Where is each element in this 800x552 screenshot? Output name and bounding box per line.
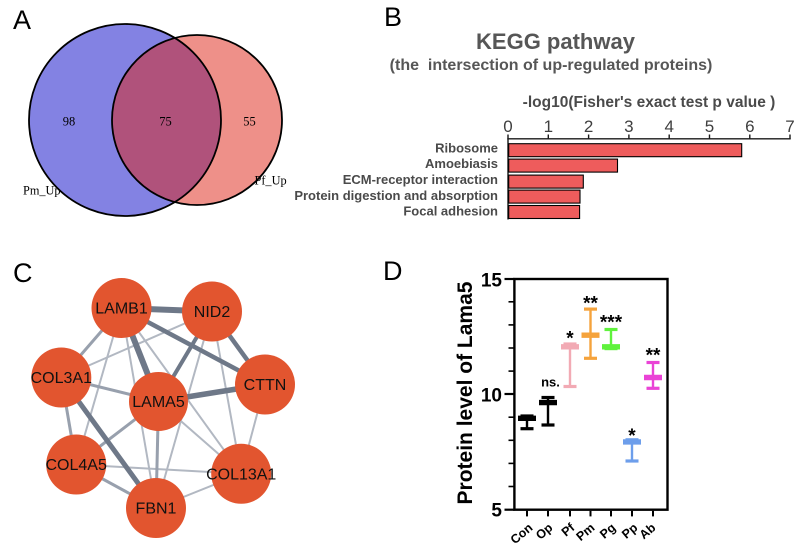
svg-text:D: D	[383, 256, 403, 286]
svg-text:Protein digestion and absorpti: Protein digestion and absorption	[294, 188, 498, 203]
svg-text:Focal adhesion: Focal adhesion	[403, 204, 498, 219]
svg-text:KEGG pathway: KEGG pathway	[476, 29, 636, 54]
svg-text:**: **	[646, 345, 661, 366]
svg-text:LAMB1: LAMB1	[95, 301, 148, 318]
svg-text:*: *	[566, 329, 574, 350]
svg-text:COL3A1: COL3A1	[31, 370, 92, 387]
svg-text:**: **	[583, 293, 598, 314]
svg-text:-log10(Fisher's exact test p v: -log10(Fisher's exact test p value )	[523, 94, 776, 111]
svg-text:98: 98	[63, 115, 76, 129]
svg-text:FBN1: FBN1	[136, 501, 177, 518]
svg-text:A: A	[13, 5, 31, 35]
svg-text:LAMA5: LAMA5	[132, 394, 185, 411]
svg-text:75: 75	[159, 115, 172, 129]
svg-text:Op: Op	[533, 520, 556, 542]
svg-text:C: C	[13, 258, 33, 288]
svg-text:4: 4	[664, 117, 673, 136]
svg-text:Ribosome: Ribosome	[435, 141, 498, 156]
svg-text:(the intersection of up-regul: (the intersection of up-regulated protei…	[390, 57, 713, 74]
svg-text:6: 6	[745, 117, 754, 136]
svg-text:5: 5	[491, 501, 502, 522]
svg-text:Ab: Ab	[637, 520, 659, 542]
svg-text:Pg: Pg	[597, 521, 618, 542]
svg-text:ECM-receptor interaction: ECM-receptor interaction	[343, 172, 498, 187]
svg-text:COL4A5: COL4A5	[46, 457, 107, 474]
svg-text:0: 0	[503, 117, 512, 136]
svg-text:1: 1	[544, 117, 553, 136]
svg-text:ns.: ns.	[541, 375, 560, 390]
svg-text:Pm_Up: Pm_Up	[23, 184, 61, 198]
svg-text:15: 15	[481, 271, 503, 292]
svg-text:Pm: Pm	[574, 521, 598, 544]
svg-text:2: 2	[584, 117, 593, 136]
svg-text:7: 7	[785, 117, 794, 136]
svg-text:CTTN: CTTN	[244, 377, 287, 394]
svg-text:COL13A1: COL13A1	[206, 466, 276, 483]
svg-text:B: B	[384, 2, 402, 32]
svg-text:3: 3	[624, 117, 633, 136]
svg-text:*: *	[628, 426, 636, 447]
svg-text:Con: Con	[508, 521, 536, 547]
svg-text:Pf_Up: Pf_Up	[255, 174, 287, 188]
svg-text:NID2: NID2	[194, 304, 231, 321]
svg-text:55: 55	[243, 115, 256, 129]
svg-text:Amoebiasis: Amoebiasis	[425, 156, 498, 171]
svg-text:***: ***	[600, 312, 623, 333]
svg-text:10: 10	[481, 386, 502, 407]
svg-text:5: 5	[705, 117, 714, 136]
svg-text:Protein level of Lama5: Protein level of Lama5	[454, 281, 477, 504]
